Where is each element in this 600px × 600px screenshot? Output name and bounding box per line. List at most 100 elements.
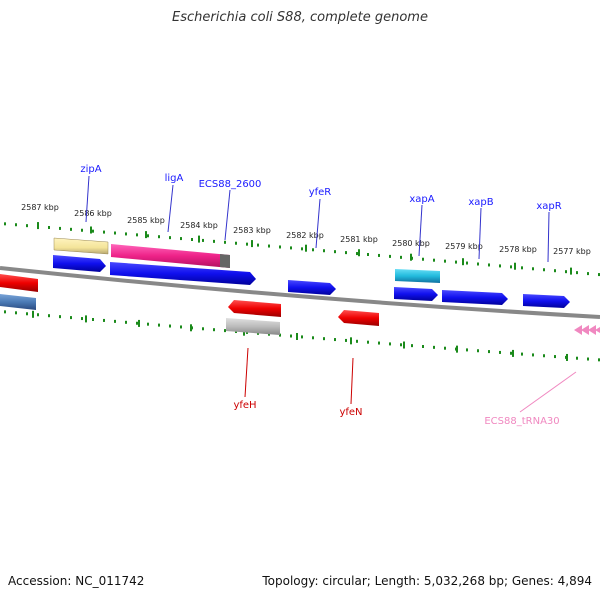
yellow-feature[interactable] — [53, 237, 109, 255]
ruler-bottom-tick — [378, 341, 380, 345]
ruler-bottom-tick — [345, 338, 347, 342]
ruler-bottom-tick — [554, 355, 556, 359]
ruler-top-tick — [488, 263, 490, 267]
ruler-label: 2581 kbp — [340, 235, 378, 244]
gene-label-ECS88_tRNA30: ECS88_tRNA30 — [484, 416, 559, 427]
ruler-top-tick — [158, 235, 160, 239]
ruler-top-tick — [565, 270, 567, 274]
ruler-bottom-tick — [433, 345, 435, 349]
ruler-bottom-tick — [466, 348, 468, 352]
gene-arrow-xapA[interactable] — [394, 287, 438, 301]
ruler-top-tick — [290, 246, 292, 250]
ruler-bottom-tick — [411, 344, 413, 348]
ruler-major-tick — [410, 253, 412, 261]
ruler-bottom-tick — [356, 339, 358, 343]
ruler-major-tick — [85, 315, 87, 323]
ruler-top-tick — [301, 247, 303, 251]
ruler-bottom-tick — [312, 336, 314, 340]
gene-label-yfeR: yfeR — [309, 187, 332, 198]
ruler-top-tick — [257, 243, 259, 247]
trna-arrows[interactable] — [574, 325, 600, 335]
gene-arrow-left-edge[interactable] — [0, 274, 38, 292]
ruler-top-tick — [576, 271, 578, 275]
ruler-major-tick — [138, 319, 140, 327]
ruler-bottom-tick — [81, 317, 83, 321]
ruler-top-tick — [389, 254, 391, 258]
ruler-major-tick — [198, 235, 200, 243]
gene-label-zipA: zipA — [80, 164, 101, 175]
ruler-major-tick — [296, 332, 298, 340]
ruler-bottom-tick — [125, 320, 127, 324]
ruler-major-tick — [90, 226, 92, 234]
ruler-bottom-tick — [301, 335, 303, 339]
ruler-label: 2582 kbp — [286, 231, 324, 240]
gene-arrow-yfeN[interactable] — [338, 310, 379, 326]
ruler-top-tick — [213, 239, 215, 243]
pink-feature[interactable] — [111, 244, 230, 268]
ruler-bottom-tick — [400, 343, 402, 347]
ruler-bottom-tick — [169, 324, 171, 328]
gene-label-yfeN: yfeN — [339, 407, 362, 418]
ruler-label: 2587 kbp — [21, 203, 59, 212]
ruler-bottom-tick — [587, 357, 589, 361]
ruler-top-tick — [334, 250, 336, 254]
ruler-major-tick — [462, 258, 464, 266]
ruler-top-tick — [70, 227, 72, 231]
ruler-bottom-tick — [334, 338, 336, 342]
genome-title: Escherichia coli S88, complete genome — [172, 10, 428, 25]
gene-arrow-xapB[interactable] — [442, 290, 508, 305]
gene-label-xapB: xapB — [468, 197, 493, 208]
gene-arrow-xapR[interactable] — [523, 294, 570, 308]
gene-label-yfeH: yfeH — [233, 400, 256, 411]
ruler-bottom-tick — [15, 311, 17, 315]
ruler-top-tick — [455, 260, 457, 264]
ruler-top-tick — [202, 238, 204, 242]
ruler-top-tick — [378, 253, 380, 257]
ruler-bottom-tick — [290, 334, 292, 338]
ruler-top-tick — [26, 224, 28, 228]
cyan-feature[interactable] — [395, 269, 440, 283]
ruler-bottom-tick — [268, 332, 270, 336]
ruler-bottom-tick — [576, 356, 578, 360]
ruler-bottom-tick — [103, 318, 105, 322]
ruler-major-tick — [570, 267, 572, 275]
ruler-label: 2578 kbp — [499, 245, 537, 254]
ruler-top-tick — [136, 233, 138, 237]
ruler-bottom-tick — [158, 323, 160, 327]
ruler-bottom-tick — [521, 352, 523, 356]
ruler-top-tick — [587, 272, 589, 276]
gene-label-xapR: xapR — [536, 201, 561, 212]
gene-arrow-ligA[interactable] — [110, 262, 256, 285]
ruler-bottom-tick — [48, 314, 50, 318]
ruler-top-tick — [499, 264, 501, 268]
gene-arrow-yfeR[interactable] — [288, 280, 336, 295]
ruler-label: 2586 kbp — [74, 209, 112, 218]
ruler-major-tick — [512, 349, 514, 357]
ruler-top-tick — [125, 232, 127, 236]
ruler-top-tick — [279, 245, 281, 249]
gene-arrow-yfeH[interactable] — [228, 300, 281, 317]
gene-label-ligA: ligA — [165, 173, 184, 184]
ruler-top-tick — [48, 225, 50, 229]
ruler-top-tick — [59, 226, 61, 230]
steelblue-feature[interactable] — [0, 294, 36, 310]
ruler-major-tick — [145, 231, 147, 239]
ruler-bottom-tick — [224, 329, 226, 333]
ruler-major-tick — [251, 240, 253, 248]
gene-arrow-zipA[interactable] — [53, 255, 106, 272]
ruler-top-tick — [114, 231, 116, 235]
ruler-top-tick — [477, 262, 479, 266]
ruler-major-tick — [403, 341, 405, 349]
ruler-top-tick — [103, 230, 105, 234]
ruler-bottom-tick — [213, 328, 215, 332]
ruler-major-tick — [514, 262, 516, 270]
grey-feature[interactable] — [226, 318, 280, 335]
genome-summary: Topology: circular; Length: 5,032,268 bp… — [262, 574, 592, 588]
ruler-top-tick — [466, 261, 468, 265]
ruler-top-tick — [15, 223, 17, 227]
ruler-bottom-tick — [202, 327, 204, 331]
bottom-leaders — [244, 347, 577, 413]
gene-label-ECS88_2600: ECS88_2600 — [199, 179, 262, 190]
ruler-bottom-tick — [532, 353, 534, 357]
